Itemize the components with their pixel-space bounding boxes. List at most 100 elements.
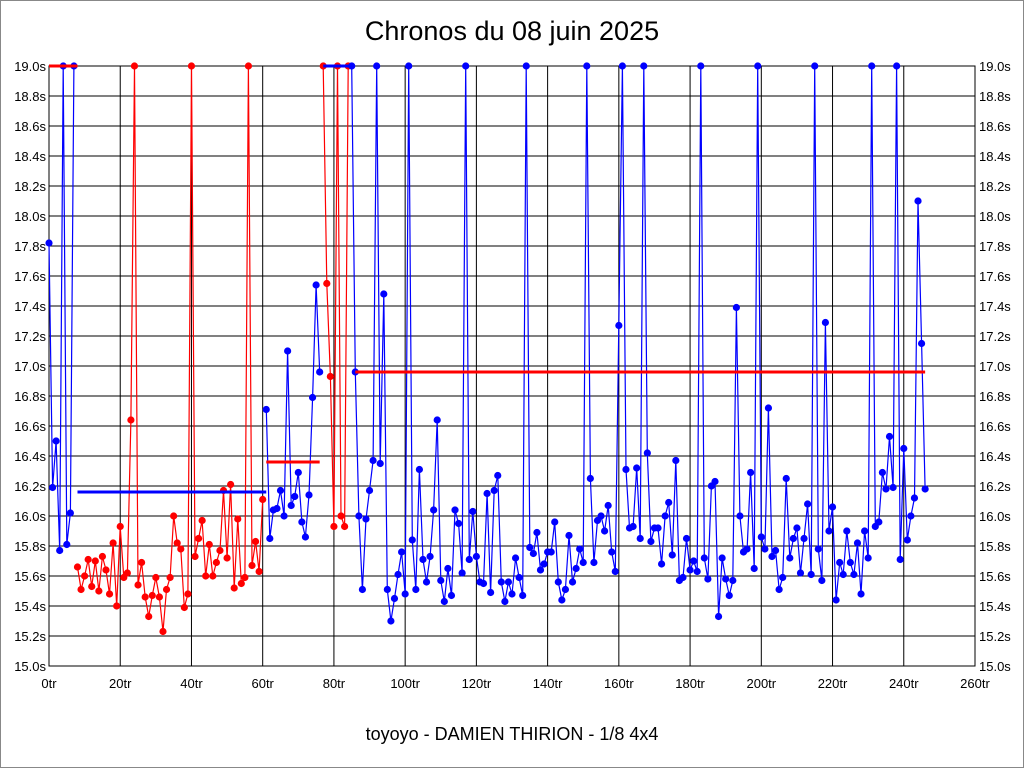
y-tick-label-left: 16.8s: [14, 389, 46, 404]
segment-5-point: [401, 590, 409, 598]
segment-2-point: [84, 555, 92, 564]
segment-5-point: [430, 506, 438, 514]
segment-5-point: [793, 524, 801, 532]
segment-2-point: [91, 557, 99, 565]
segment-5-point: [893, 62, 901, 70]
segment-5-point: [718, 554, 726, 562]
segment-2-point: [152, 573, 160, 582]
plot-area-border: [48, 65, 976, 667]
segment-5-point: [668, 551, 676, 559]
segment-5-point: [700, 554, 708, 562]
segment-3-point: [301, 533, 310, 541]
segment-5-point: [373, 62, 381, 70]
segment-3-point: [276, 486, 285, 495]
segment-3-point: [280, 512, 288, 520]
segment-5-point: [447, 591, 456, 600]
x-tick-label: 80tr: [323, 676, 346, 691]
segment-2-point: [98, 552, 107, 561]
segment-5-point: [629, 522, 637, 531]
segment-2-point: [194, 534, 203, 543]
segment-5-point: [437, 576, 445, 585]
y-tick-label-left: 17.2s: [14, 329, 46, 344]
segment-5-point: [554, 578, 562, 586]
x-tick-label: 40tr: [180, 676, 203, 691]
segment-3-point: [284, 347, 292, 355]
segment-5-point: [804, 500, 812, 508]
segment-5-point: [576, 545, 584, 553]
y-tick-label-left: 18.0s: [14, 209, 46, 224]
segment-5-point: [490, 486, 498, 495]
segment-5-point: [761, 545, 769, 553]
y-tick-label-right: 16.8s: [979, 389, 1011, 404]
segment-2-point: [191, 552, 199, 561]
y-tick-label-left: 15.2s: [14, 629, 46, 644]
segment-5-point: [511, 554, 520, 562]
segment-5-point: [611, 567, 619, 576]
segment-5-point: [889, 483, 897, 492]
y-tick-label-left: 16.0s: [14, 509, 46, 524]
segment-2-point: [209, 572, 217, 580]
y-tick-label-left: 18.8s: [14, 89, 46, 104]
segment-4-point: [341, 522, 349, 531]
segment-5-point: [725, 591, 733, 600]
segment-2-point: [259, 495, 267, 504]
segment-5-point: [796, 569, 805, 577]
segment-1-point: [56, 546, 64, 555]
segment-5-point: [636, 534, 644, 543]
segment-3-point: [312, 281, 320, 289]
segment-5-point: [714, 612, 723, 621]
segment-2-point: [162, 585, 171, 594]
segment-5-point: [789, 534, 797, 543]
segment-2-point: [187, 62, 196, 70]
segment-2-point: [113, 602, 121, 610]
segment-5-point: [800, 534, 808, 543]
chart-footer: toyoyo - DAMIEN THIRION - 1/8 4x4: [365, 724, 659, 744]
y-tick-label-left: 15.4s: [14, 599, 46, 614]
segment-5-point: [504, 578, 513, 586]
segment-5-point: [900, 444, 908, 453]
segment-2-point: [102, 566, 110, 574]
segment-5-point: [597, 512, 605, 520]
y-tick-label-right: 18.4s: [979, 149, 1011, 164]
segment-5-point: [383, 585, 391, 594]
segment-3-point: [291, 492, 299, 501]
y-tick-label-right: 18.8s: [979, 89, 1011, 104]
y-tick-label-left: 18.4s: [14, 149, 46, 164]
segment-1-line: [48, 65, 75, 551]
segment-5-point: [779, 573, 787, 582]
segment-5-point: [622, 465, 630, 474]
segment-5-point: [380, 290, 388, 298]
y-tick-label-right: 19.0s: [979, 59, 1011, 74]
segment-2-point: [159, 627, 167, 636]
segment-5-point: [921, 485, 929, 493]
segment-5-point: [501, 597, 509, 606]
segment-5-point: [814, 545, 822, 553]
segment-5-line: [351, 65, 926, 622]
segment-2-point: [212, 558, 220, 567]
segment-5-point: [487, 588, 495, 597]
segment-5-point: [390, 594, 399, 603]
segment-5-point: [608, 548, 616, 556]
segment-5-point: [750, 564, 758, 573]
segment-2-point: [148, 591, 156, 600]
segment-5-point: [362, 515, 370, 523]
y-tick-label-left: 19.0s: [14, 59, 46, 74]
segment-5-point: [811, 62, 819, 70]
segment-2-point: [255, 567, 263, 576]
segment-5-point: [654, 524, 662, 532]
segment-5-point: [586, 474, 594, 483]
y-tick-label-right: 17.0s: [979, 359, 1011, 374]
segment-2-point: [105, 590, 114, 598]
segment-2-point: [166, 573, 174, 582]
segment-5-point: [601, 527, 609, 535]
segment-5-point: [422, 578, 431, 586]
x-tick-label: 220tr: [818, 676, 848, 691]
y-tick-label-right: 15.8s: [979, 539, 1011, 554]
segment-5-point: [519, 591, 527, 600]
y-tick-label-left: 18.2s: [14, 179, 46, 194]
segment-5-point: [533, 528, 541, 537]
segment-2-point: [244, 62, 253, 70]
segment-3-point: [316, 368, 324, 376]
segment-5-point: [711, 477, 719, 486]
